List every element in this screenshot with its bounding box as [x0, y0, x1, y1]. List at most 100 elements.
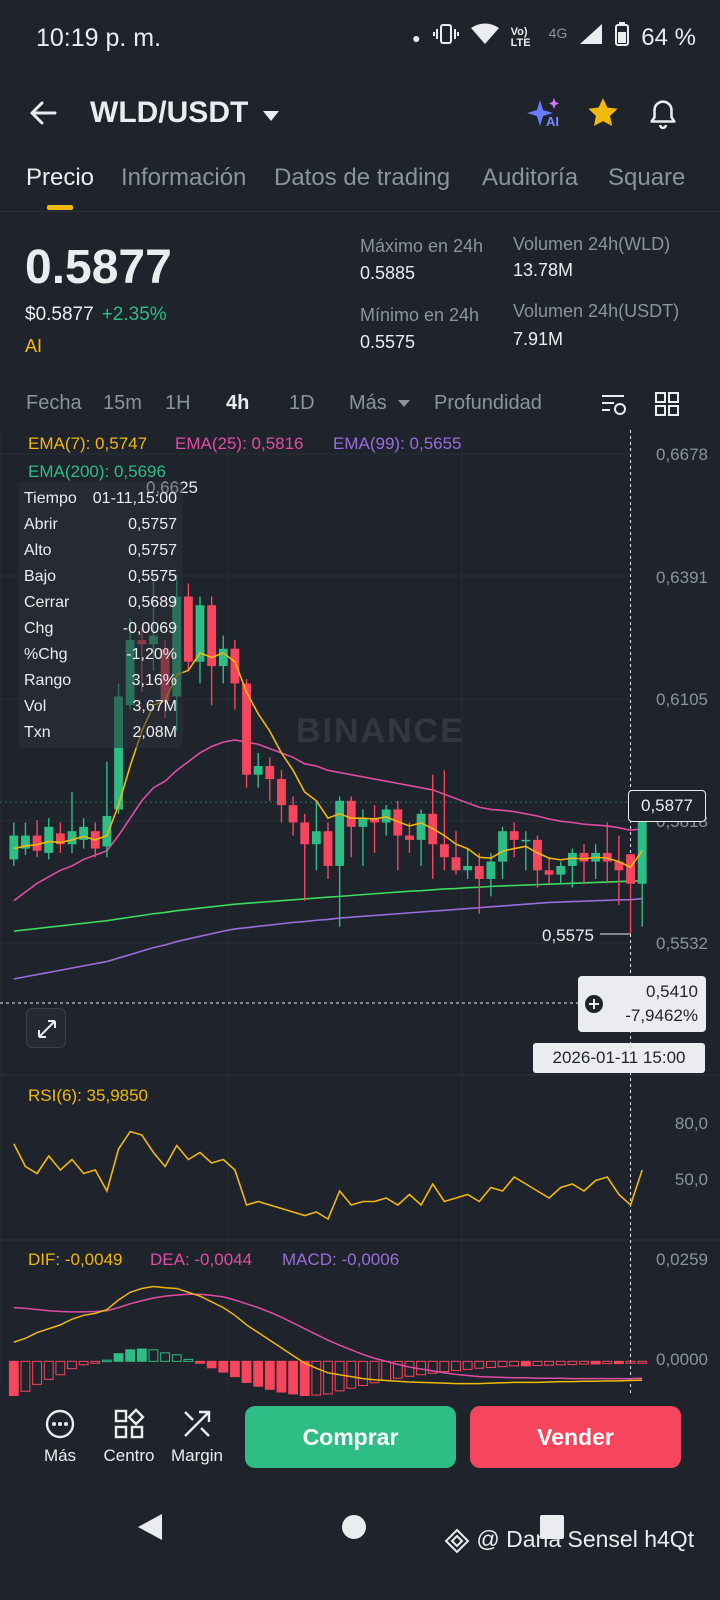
- nav-mas[interactable]: Más: [25, 1408, 95, 1466]
- system-nav-bar: [0, 1496, 720, 1600]
- macd-histogram-bar: [195, 1360, 205, 1364]
- macd-histogram-bar: [101, 1359, 112, 1363]
- tooltip-value: -0,0069: [122, 620, 177, 637]
- candle-tooltip: Tiempo 01-11,15:00 Abrir 0,5757 Alto 0,5757…: [18, 482, 183, 748]
- candle-body: [67, 831, 77, 845]
- macd-histogram-bar: [8, 1360, 19, 1396]
- tab-auditoria[interactable]: Auditoría: [482, 164, 579, 191]
- ema7-legend: EMA(7): 0,5747: [28, 434, 148, 453]
- watermark-text: @ Dana Sensel h4Qt: [476, 1526, 695, 1552]
- section-tabs: Precio Información Datos de trading Audi…: [0, 160, 720, 212]
- macd-histogram-bar: [113, 1353, 124, 1362]
- ai-link[interactable]: AI: [25, 336, 43, 356]
- candle-body: [230, 648, 240, 684]
- nav-back-icon[interactable]: [136, 1512, 164, 1547]
- interval-bar: Fecha 15m 1H 4h 1D Más Profundidad: [0, 384, 720, 434]
- network-type: 4G: [548, 24, 568, 41]
- candle-body: [474, 865, 484, 879]
- candle-body: [335, 800, 345, 866]
- layout-grid-icon[interactable]: [653, 390, 681, 424]
- interval-15m[interactable]: 15m: [103, 392, 142, 414]
- chart-watermark: BINANCE: [296, 712, 465, 750]
- indicator-settings-icon[interactable]: [600, 390, 628, 424]
- tooltip-row: Tiempo 01-11,15:00: [24, 490, 177, 508]
- macd-dea-legend: DEA: -0,0044: [150, 1250, 253, 1269]
- candle-body: [288, 805, 298, 823]
- tooltip-key: Tiempo: [24, 490, 77, 507]
- tooltip-key: Cerrar: [24, 594, 70, 611]
- back-arrow-icon[interactable]: [28, 98, 58, 133]
- macd-histogram-bar: [404, 1360, 415, 1377]
- macd-histogram-bar: [241, 1360, 252, 1383]
- macd-histogram-bar: [125, 1349, 136, 1362]
- candle-body: [79, 826, 89, 840]
- crosshair-price-box[interactable]: 0,5410 -7,9462%: [578, 976, 706, 1032]
- status-icons: ● Vo) LTE 4G 64 %: [412, 22, 696, 53]
- candle-body: [405, 835, 414, 840]
- interval-profundidad[interactable]: Profundidad: [434, 392, 542, 414]
- tooltip-key: %Chg: [24, 646, 68, 663]
- interval-mas[interactable]: Más: [349, 392, 411, 415]
- candle-body: [55, 833, 65, 845]
- candle-body: [463, 865, 473, 871]
- candle-body: [311, 831, 321, 845]
- nav-recents-icon[interactable]: [539, 1514, 565, 1545]
- nav-margin[interactable]: Margin: [162, 1408, 232, 1466]
- nav-home-icon[interactable]: [341, 1514, 367, 1545]
- star-icon[interactable]: [586, 96, 620, 135]
- candle-body: [21, 835, 30, 849]
- volte-icon: Vo) LTE: [510, 25, 531, 49]
- macd-histogram-bar: [288, 1360, 299, 1395]
- candle-body: [637, 802, 647, 884]
- more-dots-icon: [45, 1409, 75, 1439]
- candle-body: [102, 815, 112, 847]
- add-order-icon[interactable]: [584, 994, 604, 1019]
- macd-histogram-bar: [602, 1360, 613, 1365]
- tooltip-value: 2,08M: [132, 724, 177, 741]
- tooltip-row: %Chg -1,20%: [24, 646, 177, 664]
- tab-informacion[interactable]: Información: [121, 164, 247, 191]
- tooltip-value: -1,20%: [126, 646, 177, 663]
- candle-body: [195, 605, 205, 662]
- y-axis-label: 0,5532: [656, 934, 708, 953]
- tooltip-row: Abrir 0,5757: [24, 516, 177, 534]
- nav-centro[interactable]: Centro: [94, 1408, 164, 1466]
- vol-usdt-value: 7.91M: [513, 329, 564, 349]
- tooltip-value: 0,5575: [128, 568, 177, 585]
- tab-datos-de-trading[interactable]: Datos de trading: [274, 164, 451, 191]
- current-price-tag: 0,5877: [628, 790, 706, 822]
- crosshair-pct: -7,9462%: [625, 1006, 698, 1025]
- nav-centro-label: Centro: [103, 1446, 155, 1465]
- expand-icon[interactable]: [26, 1008, 66, 1048]
- macd-histogram-bar: [427, 1360, 438, 1374]
- sell-button[interactable]: Vender: [470, 1406, 681, 1468]
- interval-1d[interactable]: 1D: [289, 392, 315, 414]
- tooltip-key: Abrir: [24, 516, 58, 533]
- macd-histogram-bar: [532, 1360, 543, 1367]
- macd-histogram-bar: [579, 1360, 589, 1365]
- candle-body: [9, 835, 19, 860]
- vol-wld-value: 13.78M: [513, 260, 574, 280]
- caret-down-icon: [398, 399, 411, 407]
- tooltip-key: Vol: [24, 698, 47, 715]
- candle-body: [533, 839, 542, 871]
- candlestick-chart[interactable]: [0, 430, 720, 1396]
- candle-body: [114, 696, 123, 810]
- bell-icon[interactable]: [646, 96, 680, 135]
- candle-body: [567, 852, 577, 866]
- ai-sparkle-icon[interactable]: AI: [526, 96, 562, 137]
- interval-mas-label: Más: [349, 392, 387, 414]
- buy-button[interactable]: Comprar: [245, 1406, 456, 1468]
- interval-fecha[interactable]: Fecha: [26, 392, 82, 414]
- tooltip-row: Bajo 0,5575: [24, 568, 177, 586]
- interval-1h[interactable]: 1H: [165, 392, 191, 414]
- pair-selector[interactable]: WLD/USDT: [90, 96, 280, 130]
- ai-badge: AI: [546, 114, 559, 129]
- candle-body: [242, 683, 251, 775]
- rsi-legend: RSI(6): 35,9850: [28, 1086, 149, 1105]
- tab-square[interactable]: Square: [608, 164, 686, 191]
- tab-precio[interactable]: Precio: [26, 164, 95, 191]
- macd-histogram-bar: [148, 1349, 159, 1362]
- interval-4h[interactable]: 4h: [226, 392, 250, 414]
- macd-histogram-bar: [555, 1360, 566, 1366]
